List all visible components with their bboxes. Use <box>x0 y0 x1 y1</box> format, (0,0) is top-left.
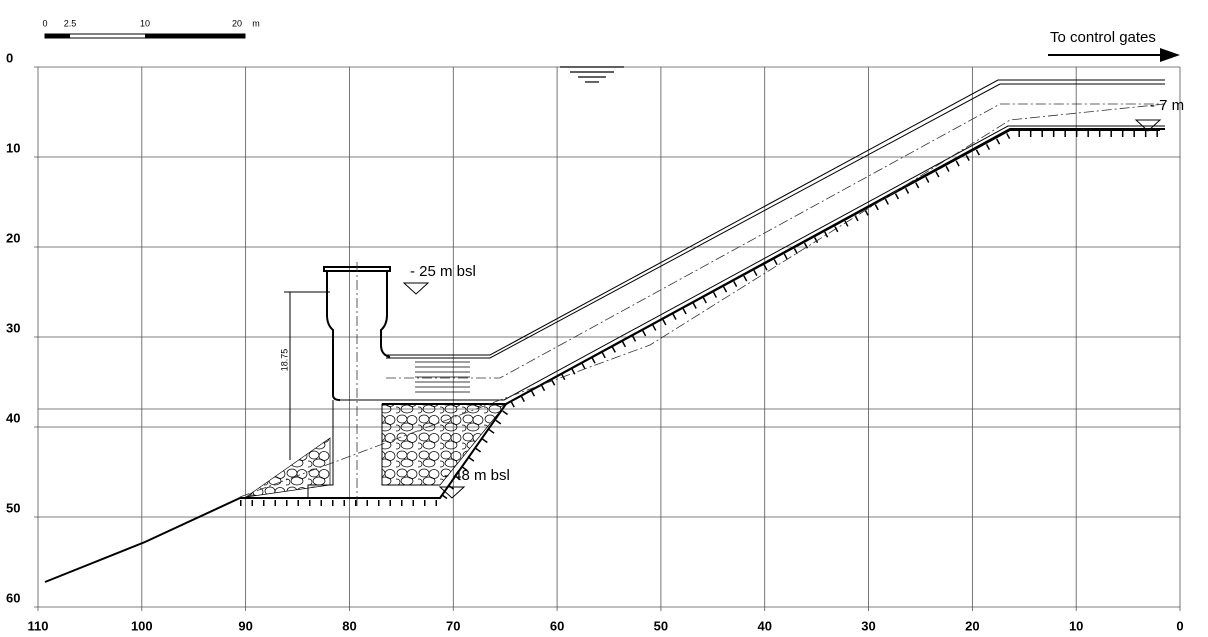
water-surface <box>560 66 624 83</box>
water-lines <box>415 361 470 393</box>
y-tick-label: 0 <box>6 50 13 65</box>
scale-bar <box>145 34 245 38</box>
x-tick-label: 100 <box>131 618 153 633</box>
scale-label: 0 <box>42 18 47 28</box>
level-label: - 7 m <box>1150 97 1184 114</box>
center-line <box>386 103 1165 379</box>
scale-label: 10 <box>140 18 150 28</box>
x-tick-label: 60 <box>550 618 564 633</box>
y-tick-label: 50 <box>6 500 20 515</box>
x-tick-label: 90 <box>238 618 252 633</box>
x-tick-label: 110 <box>28 618 49 633</box>
x-tick-label: 40 <box>757 618 771 633</box>
x-tick-label: 70 <box>446 618 460 633</box>
flow-arrow-head <box>1160 48 1180 62</box>
y-tick-label: 60 <box>6 590 20 605</box>
y-tick-label: 10 <box>6 140 20 155</box>
x-tick-label: 80 <box>342 618 356 633</box>
level-marker <box>402 119 1162 499</box>
shaft <box>326 271 391 401</box>
x-tick-label: 0 <box>1176 618 1183 633</box>
dimension-label: 18.75 <box>279 349 289 372</box>
channel-bottom <box>340 125 1165 401</box>
flow-label: To control gates <box>1050 29 1156 46</box>
x-tick-label: 20 <box>965 618 979 633</box>
x-tick-label: 10 <box>1069 618 1083 633</box>
channel-bottom <box>382 128 1165 405</box>
scale-label: 20 <box>232 18 242 28</box>
foundation <box>307 400 440 498</box>
structure <box>38 33 1180 583</box>
y-tick-label: 40 <box>6 410 20 425</box>
y-tick-label: 30 <box>6 320 20 335</box>
scale-unit: m <box>252 18 260 28</box>
ground-line <box>44 129 1160 583</box>
channel-top <box>386 79 1165 356</box>
center-line <box>239 103 1166 498</box>
channel-top <box>386 83 1165 359</box>
scale-bar <box>45 34 70 38</box>
rock-fill <box>245 437 331 498</box>
level-label: - 48 m bsl <box>444 467 510 484</box>
y-tick-label: 20 <box>6 230 20 245</box>
grid <box>34 66 1181 611</box>
x-tick-label: 30 <box>861 618 875 633</box>
scale-label: 2.5 <box>64 18 77 28</box>
ground-hatch <box>240 131 1160 506</box>
level-label: - 25 m bsl <box>410 263 476 280</box>
x-tick-label: 50 <box>654 618 668 633</box>
